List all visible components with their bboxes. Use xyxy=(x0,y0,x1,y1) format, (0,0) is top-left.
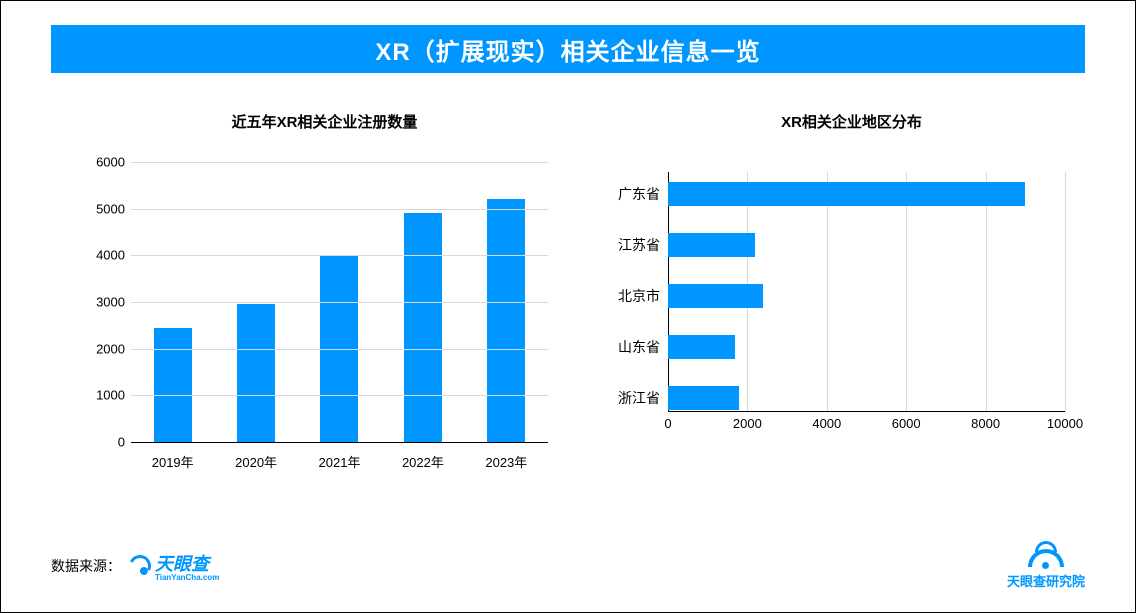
vbar-ytick-label: 6000 xyxy=(83,155,125,170)
institute-logo-icon xyxy=(1028,541,1064,569)
vbar-xlabel: 2020年 xyxy=(214,452,297,471)
institute-text: 天眼查研究院 xyxy=(1007,571,1085,590)
hbar-xtick-label: 8000 xyxy=(971,416,1000,431)
vbar-2023年 xyxy=(487,199,525,442)
vbar-2019年 xyxy=(154,328,192,442)
hbar-category-label: 广东省 xyxy=(608,184,660,204)
tianyancha-logo-subtext: TianYanCha.com xyxy=(155,573,219,582)
vbar-ytick-label: 4000 xyxy=(83,248,125,263)
hbar-gridline xyxy=(1065,172,1066,412)
vbar-ytick-label: 0 xyxy=(83,435,125,450)
hbar-北京市 xyxy=(668,284,763,308)
hbar-category-label: 浙江省 xyxy=(608,388,660,408)
hbar-xaxis-labels: 0200040006000800010000 xyxy=(668,412,1065,432)
vbar-xaxis-labels: 2019年2020年2021年2022年2023年 xyxy=(131,452,548,471)
header-title: XR（扩展现实）相关企业信息一览 xyxy=(375,32,760,67)
hbar-xtick-label: 6000 xyxy=(892,416,921,431)
hbar-row-江苏省: 江苏省 xyxy=(668,223,1065,266)
vbar-gridline xyxy=(131,442,548,443)
vbar-gridline xyxy=(131,209,548,210)
vbar-xlabel: 2021年 xyxy=(298,452,381,471)
vbar-xlabel: 2023年 xyxy=(465,452,548,471)
vbar-ytick-label: 2000 xyxy=(83,341,125,356)
right-chart-panel: XR相关企业地区分布 广东省江苏省北京市山东省浙江省 0200040006000… xyxy=(608,111,1095,481)
hbar-category-label: 江苏省 xyxy=(608,235,660,255)
hbar-广东省 xyxy=(668,182,1025,206)
hbar-track xyxy=(668,335,1065,359)
vbar-gridline xyxy=(131,162,548,163)
vbar-gridline xyxy=(131,395,548,396)
vbar-ytick-label: 1000 xyxy=(83,388,125,403)
source-label: 数据来源： xyxy=(51,556,121,576)
vbar-xlabel: 2022年 xyxy=(381,452,464,471)
vbar-2020年 xyxy=(237,304,275,442)
hbar-category-label: 山东省 xyxy=(608,337,660,357)
footer-institute: 天眼查研究院 xyxy=(1007,541,1085,590)
header-banner: XR（扩展现实）相关企业信息一览 xyxy=(51,25,1085,73)
tianyancha-logo: 天眼查 TianYanCha.com xyxy=(129,550,219,582)
vbar-ytick-label: 3000 xyxy=(83,295,125,310)
vbar-xlabel: 2019年 xyxy=(131,452,214,471)
hbar-track xyxy=(668,233,1065,257)
hbar-山东省 xyxy=(668,335,735,359)
left-chart-panel: 近五年XR相关企业注册数量 0100020003000400050006000 … xyxy=(81,111,568,481)
vbar-gridline xyxy=(131,349,548,350)
vbar-2022年 xyxy=(404,213,442,442)
vbar-gridline xyxy=(131,302,548,303)
hbar-plot-area: 广东省江苏省北京市山东省浙江省 xyxy=(668,172,1065,412)
hbar-xtick-label: 4000 xyxy=(812,416,841,431)
left-chart-title: 近五年XR相关企业注册数量 xyxy=(81,111,568,132)
vbar-plot-area: 0100020003000400050006000 xyxy=(131,162,548,442)
hbar-江苏省 xyxy=(668,233,755,257)
hbar-category-label: 北京市 xyxy=(608,286,660,306)
hbar-浙江省 xyxy=(668,386,739,410)
tianyancha-logo-icon xyxy=(126,552,154,580)
hbar-xtick-label: 10000 xyxy=(1047,416,1083,431)
hbar-track xyxy=(668,386,1065,410)
hbar-track xyxy=(668,182,1065,206)
charts-row: 近五年XR相关企业注册数量 0100020003000400050006000 … xyxy=(81,111,1095,481)
hbar-row-广东省: 广东省 xyxy=(668,172,1065,215)
hbar-track xyxy=(668,284,1065,308)
vbar-ytick-label: 5000 xyxy=(83,201,125,216)
hbar-row-北京市: 北京市 xyxy=(668,274,1065,317)
hbar-row-山东省: 山东省 xyxy=(668,325,1065,368)
footer-source: 数据来源： 天眼查 TianYanCha.com xyxy=(51,550,219,582)
right-chart-title: XR相关企业地区分布 xyxy=(608,111,1095,132)
hbar-xtick-label: 0 xyxy=(664,416,671,431)
vbar-gridline xyxy=(131,255,548,256)
hbar-xtick-label: 2000 xyxy=(733,416,762,431)
